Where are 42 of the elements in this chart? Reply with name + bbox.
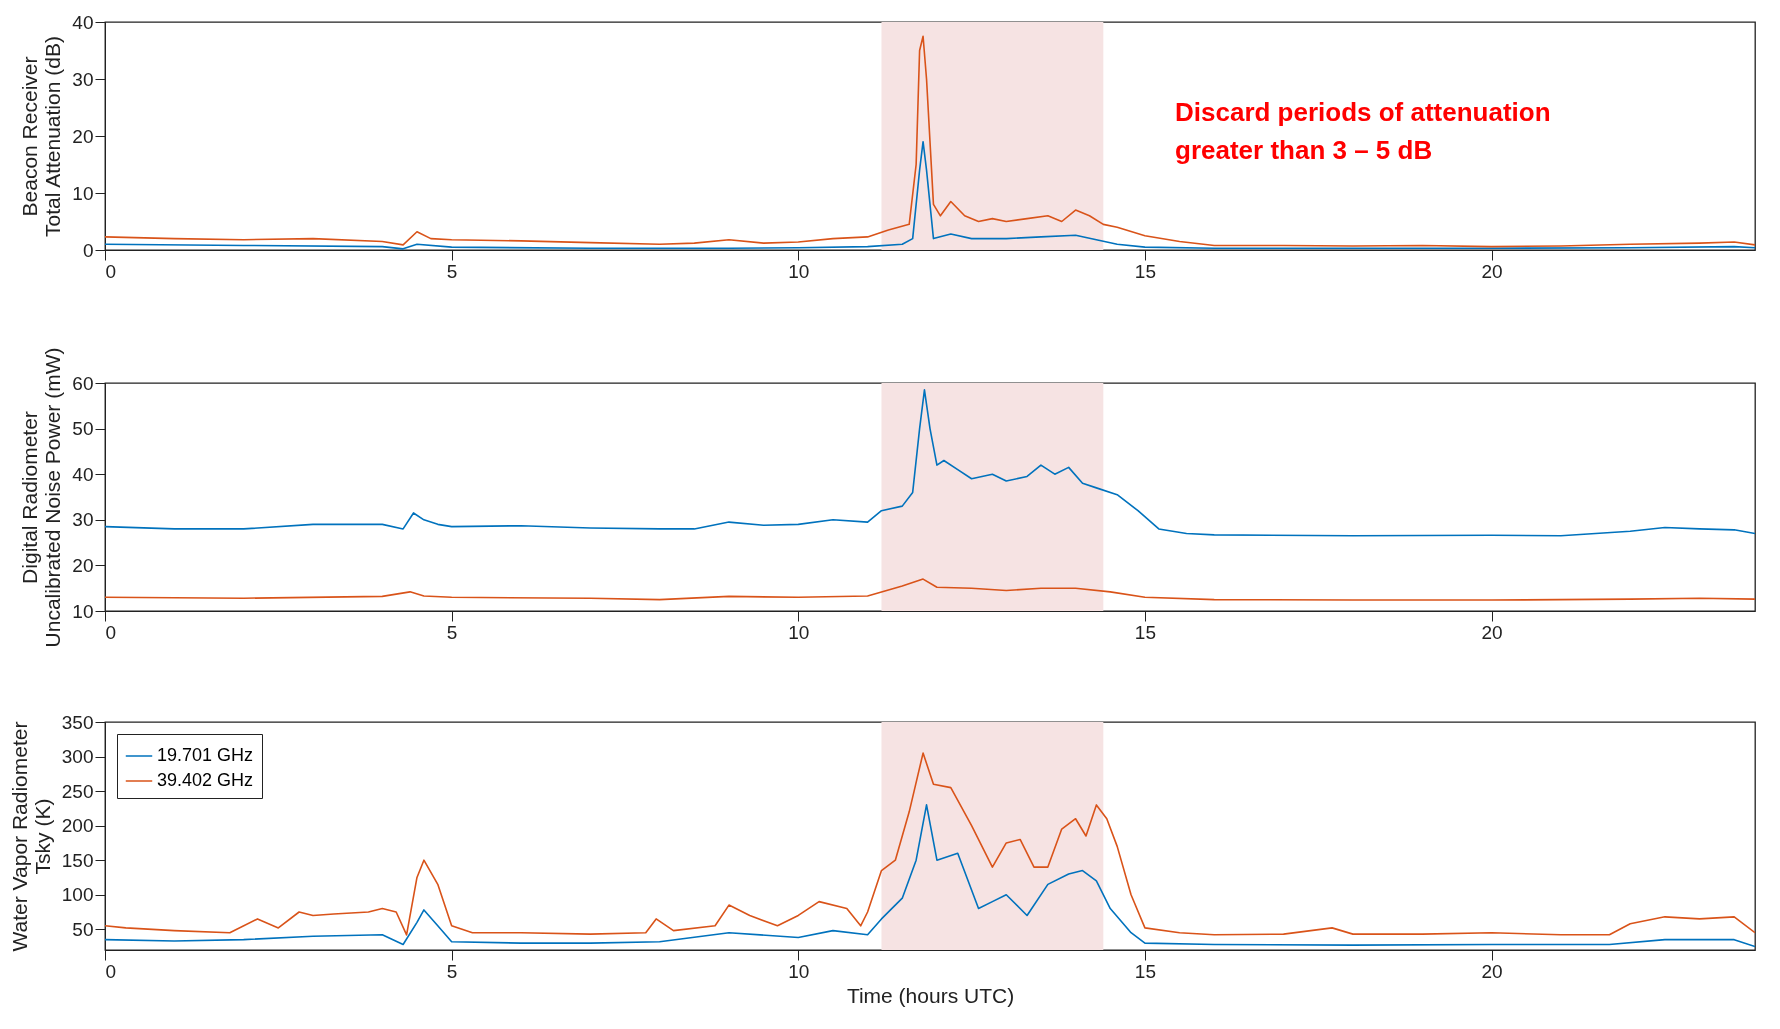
- x-tick-label: 5: [446, 621, 458, 643]
- y-tick-label: 30: [72, 509, 94, 531]
- legend-label: 19.701 GHz: [157, 745, 254, 765]
- x-tick-label: 0: [105, 621, 117, 643]
- y-tick-label: 20: [72, 125, 94, 147]
- line-series: [105, 389, 1755, 537]
- x-tick-label: 20: [1481, 960, 1503, 982]
- x-tick-label: 10: [788, 621, 810, 643]
- y-tick-label: 250: [61, 780, 94, 802]
- x-tick-label: 5: [446, 960, 458, 982]
- y-tick-label: 200: [61, 815, 94, 837]
- y-tick-label: 10: [72, 600, 94, 622]
- y-tick-label: 100: [61, 884, 94, 906]
- y-tick-label: 20: [72, 554, 94, 576]
- x-tick-label: 10: [788, 960, 810, 982]
- x-tick-label: 20: [1481, 260, 1503, 282]
- y-axis-title: Digital Radiometer Uncalibrated Noise Power (mW): [18, 347, 65, 648]
- line-series: [105, 578, 1755, 601]
- x-tick-label: 20: [1481, 621, 1503, 643]
- y-tick-label: 150: [61, 849, 94, 871]
- x-tick-label: 10: [788, 260, 810, 282]
- x-tick-label: 15: [1134, 621, 1156, 643]
- annotation: Discard periods of attenuation greater than 3 – 5 dB: [1175, 97, 1551, 165]
- y-tick-label: 40: [72, 463, 94, 485]
- x-axis-title: Time (hours UTC): [846, 983, 1015, 1007]
- y-tick-label: 350: [61, 711, 94, 733]
- y-tick-label: 0: [82, 239, 94, 261]
- y-tick-label: 50: [72, 418, 94, 440]
- x-tick-label: 15: [1134, 260, 1156, 282]
- y-tick-label: 30: [72, 68, 94, 90]
- y-axis-title: Water Vapor Radiometer Tsky (K): [7, 721, 54, 952]
- y-tick-label: 40: [72, 11, 94, 33]
- y-tick-label: 300: [61, 746, 94, 768]
- y-axis-title: Beacon Receiver Total Attenuation (dB): [18, 36, 65, 237]
- x-tick-label: 0: [105, 960, 117, 982]
- legend-label: 39.402 GHz: [157, 770, 254, 790]
- y-tick-label: 50: [72, 918, 94, 940]
- x-tick-label: 0: [105, 260, 117, 282]
- x-tick-label: 15: [1134, 960, 1156, 982]
- y-tick-label: 10: [72, 182, 94, 204]
- y-tick-label: 60: [72, 372, 94, 394]
- x-tick-label: 5: [446, 260, 458, 282]
